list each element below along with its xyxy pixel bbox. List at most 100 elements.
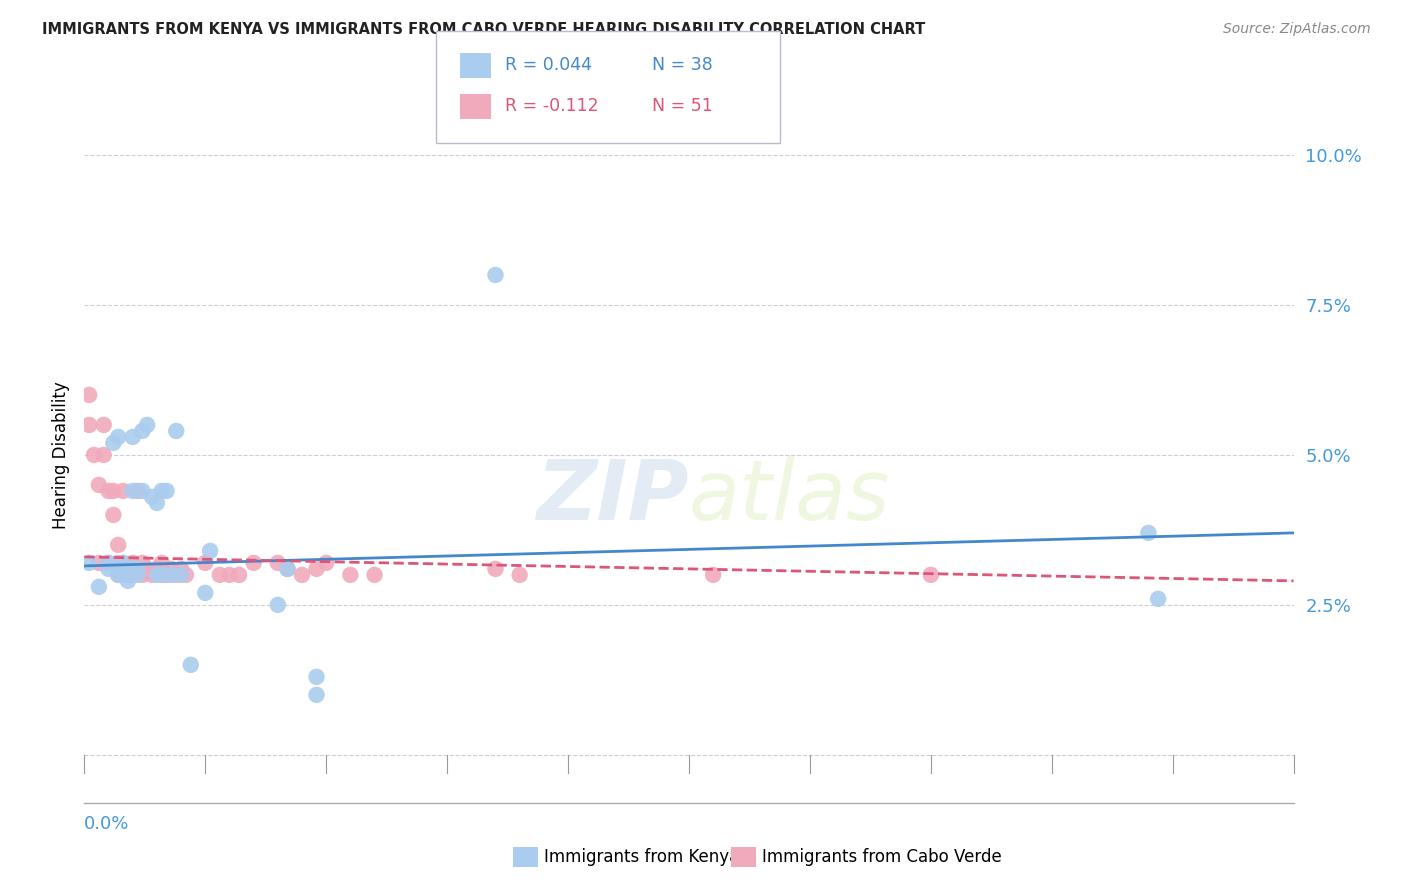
Point [131,483,153,498]
Text: N = 51: N = 51 [652,97,713,115]
Point [83,448,105,462]
Point [150,556,173,570]
Point [363,567,385,582]
Point [121,562,143,576]
Point [160,562,183,576]
Point [141,567,163,582]
Text: atlas: atlas [689,456,890,537]
Text: 0.0%: 0.0% [84,815,129,833]
Point [228,567,250,582]
Point [77,556,100,570]
Point [150,483,173,498]
Point [131,567,153,582]
Point [170,562,193,576]
Point [121,567,143,582]
Point [97,556,120,570]
Point [267,556,290,570]
Point [93,417,115,432]
Point [107,567,129,582]
Point [1147,591,1170,606]
Point [97,483,120,498]
Point [103,508,125,522]
Text: IMMIGRANTS FROM KENYA VS IMMIGRANTS FROM CABO VERDE HEARING DISABILITY CORRELATI: IMMIGRANTS FROM KENYA VS IMMIGRANTS FROM… [42,22,925,37]
Point [160,567,183,582]
Y-axis label: Hearing Disability: Hearing Disability [52,381,70,529]
Point [146,562,169,576]
Point [509,567,531,582]
Point [315,556,337,570]
Point [484,562,506,576]
Point [170,567,193,582]
Point [208,567,231,582]
Point [127,483,149,498]
Text: ZIP: ZIP [536,456,689,537]
Point [131,556,153,570]
Point [131,424,153,438]
Point [165,567,187,582]
Point [174,567,197,582]
Point [180,657,202,672]
Point [218,567,240,582]
Point [339,567,361,582]
Point [117,567,139,582]
Point [702,567,724,582]
Point [920,567,942,582]
Point [127,562,149,576]
Point [165,424,187,438]
Point [155,483,177,498]
Point [484,268,506,282]
Point [305,670,328,684]
Point [121,430,143,444]
Point [87,478,110,492]
Point [107,556,129,570]
Point [87,580,110,594]
Point [112,483,135,498]
Point [194,556,217,570]
Point [77,417,100,432]
Point [107,567,129,582]
Point [305,562,328,576]
Text: Source: ZipAtlas.com: Source: ZipAtlas.com [1223,22,1371,37]
Point [112,562,135,576]
Text: Immigrants from Kenya: Immigrants from Kenya [544,848,740,866]
Point [136,417,159,432]
Point [107,538,129,552]
Point [117,567,139,582]
Text: N = 38: N = 38 [652,56,713,74]
Point [93,448,115,462]
Point [150,567,173,582]
Point [121,556,143,570]
Point [97,556,120,570]
Point [242,556,264,570]
Point [291,567,314,582]
Text: R = -0.112: R = -0.112 [505,97,599,115]
Point [112,556,135,570]
Point [267,598,290,612]
Point [117,562,139,576]
Point [107,430,129,444]
Text: Immigrants from Cabo Verde: Immigrants from Cabo Verde [762,848,1002,866]
Point [1137,525,1160,540]
Point [155,567,177,582]
Text: R = 0.044: R = 0.044 [505,56,592,74]
Point [194,586,217,600]
Point [127,562,149,576]
Point [276,562,298,576]
Point [77,388,100,402]
Point [121,483,143,498]
Point [112,562,135,576]
Point [112,556,135,570]
Point [146,496,169,510]
Point [117,574,139,588]
Point [198,544,221,558]
Point [97,562,120,576]
Point [127,567,149,582]
Point [136,562,159,576]
Point [150,567,173,582]
Point [103,483,125,498]
Point [305,688,328,702]
Point [87,556,110,570]
Point [141,490,163,504]
Point [146,567,169,582]
Point [103,436,125,450]
